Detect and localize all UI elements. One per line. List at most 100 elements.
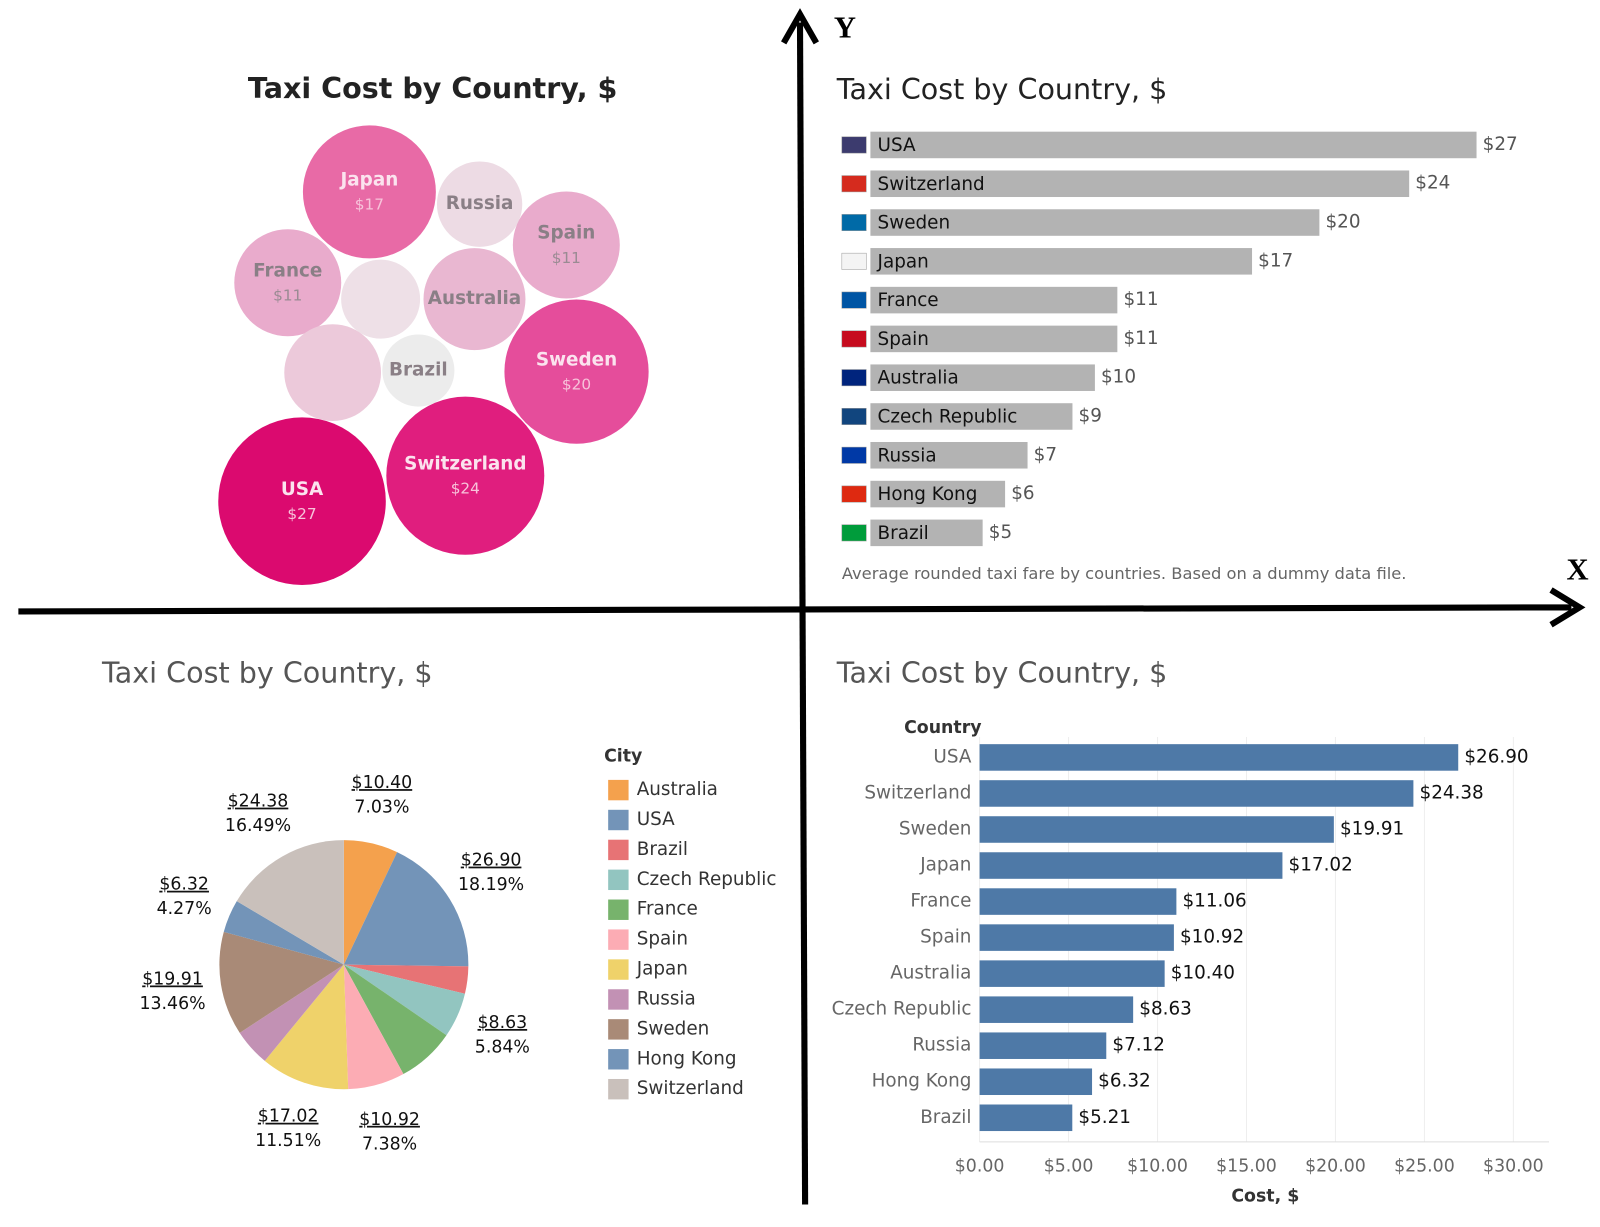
bubble xyxy=(386,396,545,555)
value-label: $5 xyxy=(989,522,1012,543)
category-label: Australia xyxy=(878,368,959,389)
bubble xyxy=(341,259,421,339)
category-label: Brazil xyxy=(920,1107,971,1128)
bubble-value: $24 xyxy=(451,479,480,497)
legend-label: Czech Republic xyxy=(637,869,777,890)
value-label: $17 xyxy=(1258,250,1293,271)
value-label: $26.90 xyxy=(1464,746,1528,767)
bubble xyxy=(512,191,620,299)
value-label: $10.92 xyxy=(1180,927,1244,948)
value-label: $24 xyxy=(1415,173,1450,194)
slice-value-label: $26.90 xyxy=(461,851,522,871)
legend-label: Brazil xyxy=(637,839,688,860)
category-label: Hong Kong xyxy=(872,1071,972,1092)
pie-slice xyxy=(343,852,469,967)
x-tick-label: $25.00 xyxy=(1394,1156,1455,1176)
legend-swatch xyxy=(608,839,629,861)
quadrant-x-arrow xyxy=(1549,587,1586,628)
value-label: $6 xyxy=(1011,483,1034,504)
bubble-value: $11 xyxy=(273,287,302,305)
legend-swatch xyxy=(608,929,629,950)
flag-icon xyxy=(841,330,867,348)
category-label: Czech Republic xyxy=(832,999,972,1020)
pie-slice xyxy=(264,964,349,1090)
value-label: $11 xyxy=(1123,328,1158,349)
bubble-label: Russia xyxy=(446,193,514,214)
pie-slice xyxy=(219,931,344,1033)
legend-label: Hong Kong xyxy=(637,1048,737,1069)
bubble xyxy=(302,125,436,259)
category-label: Switzerland xyxy=(878,174,985,195)
bar xyxy=(979,924,1174,951)
quadrant-x-axis xyxy=(18,604,1572,615)
quadrant-y-label: Y xyxy=(834,11,856,45)
bar xyxy=(870,519,983,547)
category-label: Spain xyxy=(920,927,971,948)
quadrant-x-label: X xyxy=(1566,553,1588,587)
value-label: $9 xyxy=(1079,405,1102,426)
bubble-label: France xyxy=(253,261,322,282)
x-tick-label: $0.00 xyxy=(955,1156,1005,1176)
legend-swatch xyxy=(608,959,629,980)
slice-percent-label: 5.84% xyxy=(475,1037,530,1057)
pie-slice xyxy=(343,964,447,1075)
legend-label: Australia xyxy=(637,779,718,800)
bar xyxy=(870,480,1006,508)
category-label: Hong Kong xyxy=(878,484,978,505)
category-label: Australia xyxy=(890,963,971,984)
legend-swatch xyxy=(608,1078,629,1100)
legend-swatch xyxy=(608,869,629,891)
legend-label: Spain xyxy=(637,929,688,950)
value-label: $8.63 xyxy=(1139,999,1192,1020)
quadrant-y-axis xyxy=(796,22,809,1205)
legend-swatch xyxy=(608,899,629,920)
value-label: $7.12 xyxy=(1112,1035,1165,1056)
flag-icon xyxy=(841,369,867,387)
bubble-value: $11 xyxy=(552,249,581,267)
chart-title: Taxi Cost by Country, $ xyxy=(836,656,1168,690)
x-tick-label: $10.00 xyxy=(1127,1156,1188,1176)
x-tick-label: $30.00 xyxy=(1483,1156,1544,1176)
slice-percent-label: 4.27% xyxy=(157,899,212,919)
pie-slice xyxy=(223,901,344,965)
bar xyxy=(870,209,1320,236)
chart-title: Taxi Cost by Country, $ xyxy=(836,72,1168,106)
category-label: France xyxy=(910,891,971,912)
value-label: $5.21 xyxy=(1078,1107,1131,1128)
legend-title: City xyxy=(604,746,642,766)
slice-value-label: $24.38 xyxy=(228,792,289,812)
category-label: Sweden xyxy=(899,818,972,839)
bubble xyxy=(436,161,523,247)
value-label: $19.91 xyxy=(1340,818,1404,839)
bubble-label: Australia xyxy=(428,288,521,309)
legend-label: Japan xyxy=(636,959,688,980)
legend-label: France xyxy=(637,899,698,920)
slice-percent-label: 7.38% xyxy=(362,1134,417,1154)
flag-icon xyxy=(841,524,867,542)
legend-swatch xyxy=(608,1019,629,1040)
value-label: $6.32 xyxy=(1098,1071,1151,1092)
category-label: Switzerland xyxy=(864,782,971,803)
bar xyxy=(979,1068,1093,1096)
pie-slice xyxy=(239,964,344,1061)
chart-title: Taxi Cost by Country, $ xyxy=(248,71,617,105)
value-label: $27 xyxy=(1483,134,1518,155)
flag-icon xyxy=(841,485,867,503)
value-label: $17.02 xyxy=(1289,855,1353,876)
bar xyxy=(870,131,1477,159)
pie-slice xyxy=(343,964,469,994)
category-label: Japan xyxy=(919,855,971,876)
y-axis-title: Country xyxy=(904,718,981,738)
legend-label: Russia xyxy=(637,988,696,1009)
legend-label: Switzerland xyxy=(637,1078,744,1099)
category-label: Japan xyxy=(877,251,929,272)
bar xyxy=(979,744,1459,771)
flag-icon xyxy=(841,214,867,231)
category-label: Sweden xyxy=(878,213,951,234)
chart-note: Average rounded taxi fare by countries. … xyxy=(842,564,1407,583)
pie-slice xyxy=(343,964,404,1090)
slice-percent-label: 11.51% xyxy=(255,1131,321,1151)
bubble-value: $17 xyxy=(355,196,384,214)
pie-slice xyxy=(343,964,465,1036)
